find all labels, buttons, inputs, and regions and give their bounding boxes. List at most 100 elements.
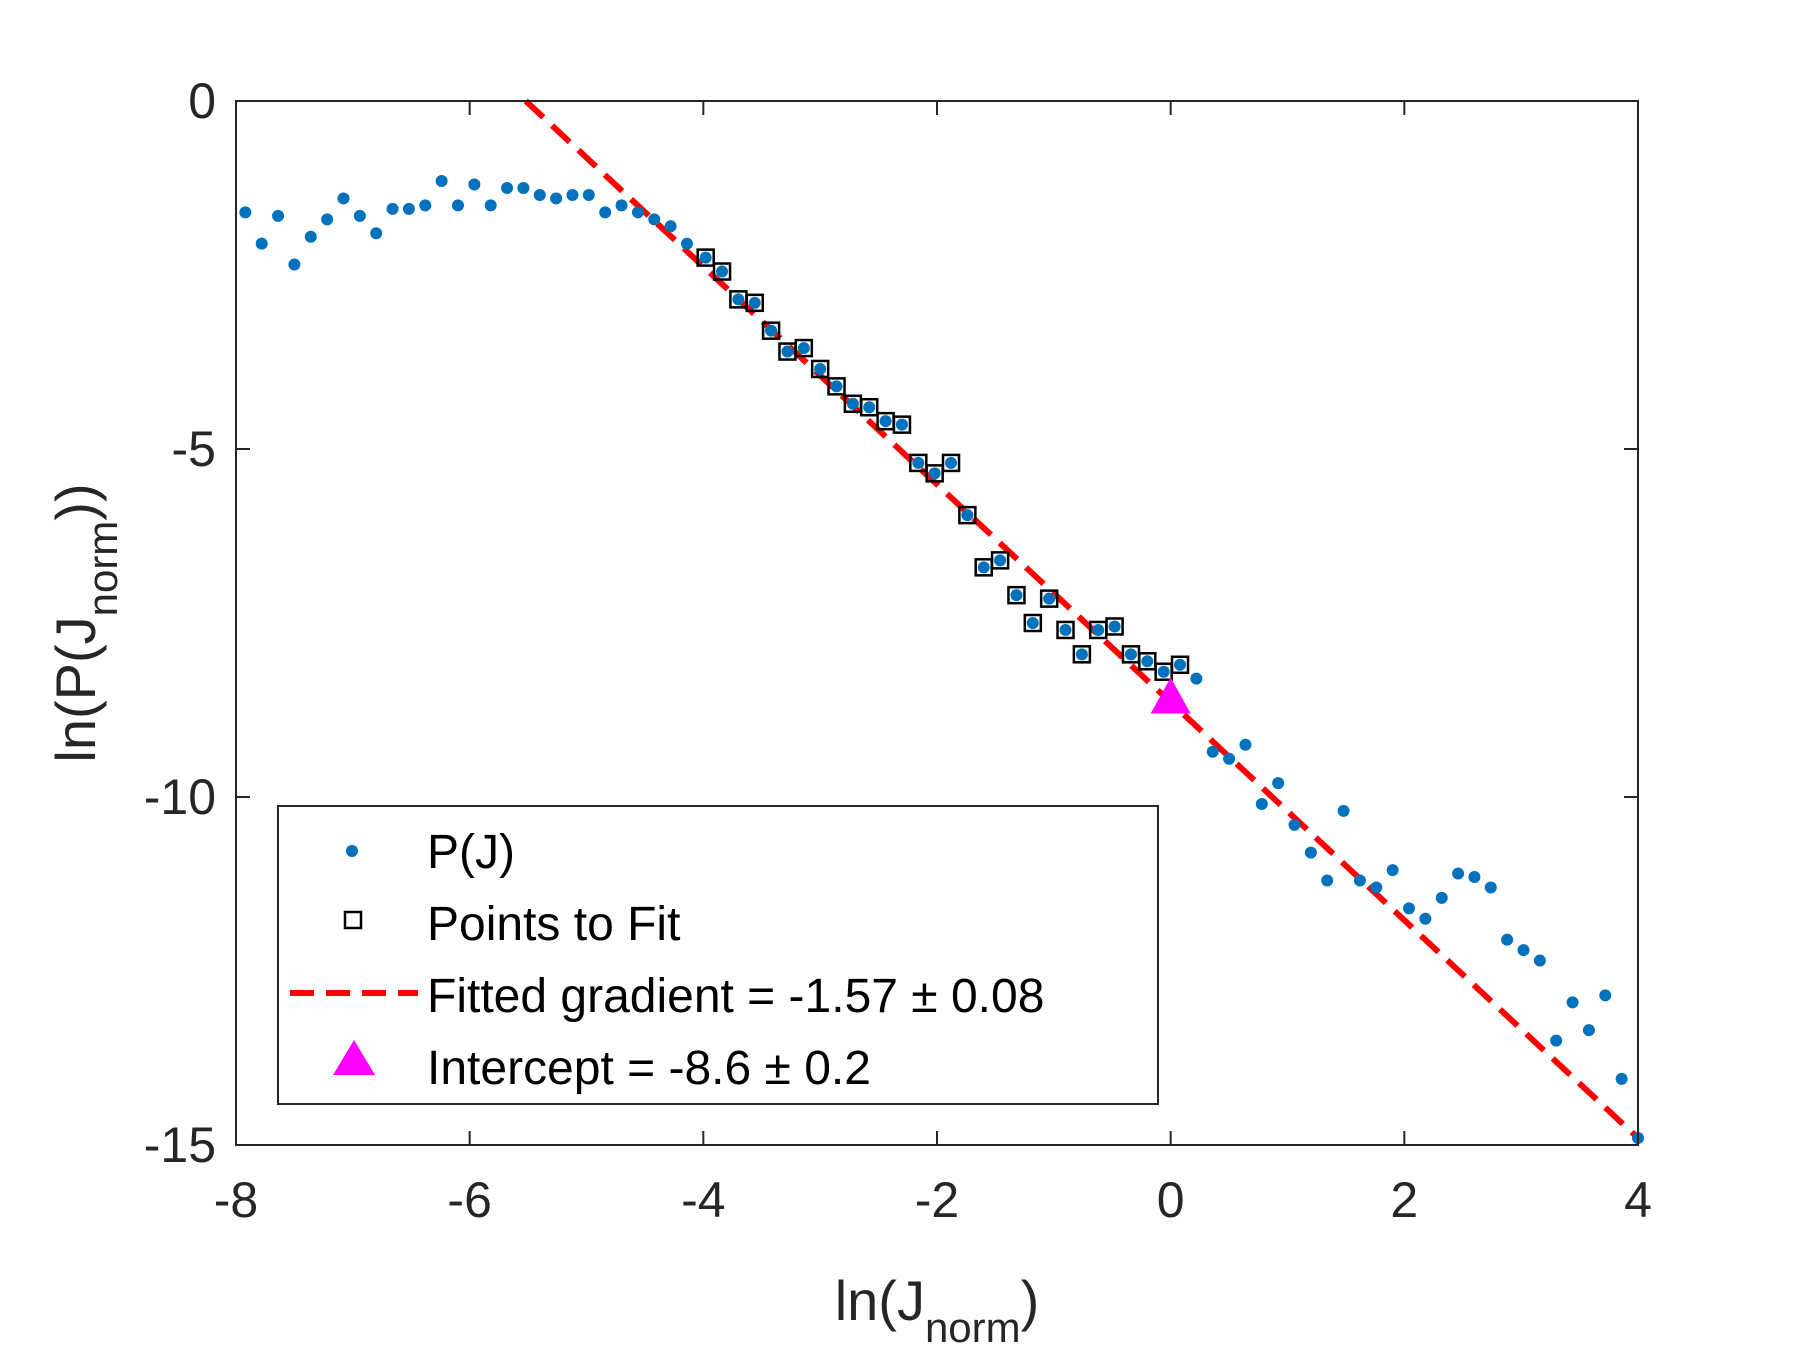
data-point xyxy=(272,209,285,222)
x-tick-labels: -8 -6 -4 -2 0 2 4 xyxy=(214,1172,1652,1228)
data-point xyxy=(550,192,563,205)
data-point xyxy=(1550,1034,1563,1047)
fit-point-marker xyxy=(909,453,928,473)
data-point xyxy=(1141,655,1154,668)
data-point xyxy=(239,206,252,219)
fit-point-marker xyxy=(892,415,912,434)
fit-point-marker xyxy=(794,338,814,358)
data-point xyxy=(599,206,612,219)
data-point xyxy=(1108,620,1121,633)
data-point xyxy=(1435,891,1448,904)
data-point xyxy=(748,296,761,309)
y-tick-label: -15 xyxy=(144,1117,216,1173)
data-point xyxy=(484,199,497,212)
data-point xyxy=(912,456,925,469)
data-point xyxy=(1288,818,1301,831)
y-axis-title-sub: norm xyxy=(79,521,126,617)
data-point xyxy=(1223,752,1236,765)
data-point xyxy=(566,188,579,201)
data-point xyxy=(468,178,481,191)
y-axis-title-end: )) xyxy=(44,483,107,520)
fit-point-marker xyxy=(925,464,944,483)
fit-line xyxy=(523,98,1641,1141)
data-point xyxy=(370,227,383,240)
data-point xyxy=(1075,648,1088,661)
legend: P(J) Points to Fit Fitted gradient = -1.… xyxy=(277,805,1159,1105)
x-axis-title-main: ln(J xyxy=(835,1269,925,1332)
data-point xyxy=(1239,738,1252,751)
fit-point-marker xyxy=(810,359,830,379)
data-point xyxy=(895,418,908,431)
data-point xyxy=(419,199,432,212)
y-tick-labels: 0 -5 -10 -15 xyxy=(144,73,216,1173)
data-point xyxy=(1501,933,1514,946)
intercept-layer xyxy=(1150,677,1191,714)
fit-point-marker xyxy=(1056,620,1075,640)
fit-point-marker xyxy=(1138,652,1157,671)
fit-point-marker xyxy=(1007,585,1026,605)
y-tick-label: -5 xyxy=(172,421,216,477)
data-point xyxy=(994,554,1007,567)
data-point xyxy=(1337,804,1350,817)
data-point xyxy=(1157,665,1170,678)
data-point xyxy=(1533,954,1546,967)
data-point xyxy=(631,206,644,219)
data-point xyxy=(1517,944,1530,957)
data-point xyxy=(517,182,530,194)
x-tick-label: -4 xyxy=(681,1172,725,1228)
data-point xyxy=(1403,902,1416,915)
data-point xyxy=(288,258,301,271)
data-point xyxy=(781,345,794,358)
data-point xyxy=(830,380,843,393)
legend-label-pj: P(J) xyxy=(427,826,515,879)
data-point xyxy=(664,220,677,233)
data-point xyxy=(961,509,974,522)
fit-point-marker xyxy=(745,293,764,313)
data-point xyxy=(582,188,595,201)
fit-point-marker xyxy=(696,248,715,267)
data-point xyxy=(977,561,990,574)
data-point xyxy=(863,401,876,414)
data-point xyxy=(680,237,693,250)
data-point xyxy=(1010,589,1023,602)
data-point xyxy=(1566,996,1579,1009)
intercept-marker xyxy=(1150,677,1191,714)
x-tick-label: -2 xyxy=(915,1172,959,1228)
x-axis-title: ln(Jnorm) xyxy=(835,1269,1040,1350)
data-point xyxy=(699,251,712,264)
data-point xyxy=(1255,797,1268,810)
data-point xyxy=(1353,874,1366,887)
fit-point-marker xyxy=(941,453,961,473)
y-axis-title-main: ln(P(J xyxy=(44,616,107,762)
data-point xyxy=(846,397,859,410)
data-point xyxy=(1468,871,1481,884)
legend-label-points-to-fit: Points to Fit xyxy=(427,898,680,951)
data-point xyxy=(533,188,546,201)
legend-box xyxy=(277,805,1159,1105)
legend-label-intercept: Intercept = -8.6 ± 0.2 xyxy=(427,1042,871,1095)
data-point xyxy=(615,199,628,212)
data-point xyxy=(1386,864,1399,877)
data-point xyxy=(451,199,464,212)
legend-dot-marker xyxy=(346,845,358,857)
legend-triangle-marker xyxy=(333,1040,375,1075)
data-point xyxy=(797,342,810,355)
data-point xyxy=(402,202,415,215)
fit-point-marker xyxy=(1105,617,1124,636)
data-point xyxy=(765,324,778,337)
fit-point-marker xyxy=(990,551,1010,570)
data-point xyxy=(1190,672,1203,685)
data-point xyxy=(1026,617,1039,629)
data-point xyxy=(1272,777,1285,790)
data-point xyxy=(435,175,448,188)
x-axis-title-sub: norm xyxy=(925,1304,1021,1350)
legend-square-marker xyxy=(343,910,363,930)
x-tick-label: 2 xyxy=(1390,1172,1418,1228)
data-point xyxy=(1174,658,1187,671)
data-point xyxy=(879,415,892,428)
x-tick-label: 0 xyxy=(1157,1172,1185,1228)
fit-points-layer xyxy=(696,248,1190,681)
x-tick-label: -6 xyxy=(447,1172,491,1228)
data-point xyxy=(1419,912,1432,925)
data-point xyxy=(1092,623,1105,636)
